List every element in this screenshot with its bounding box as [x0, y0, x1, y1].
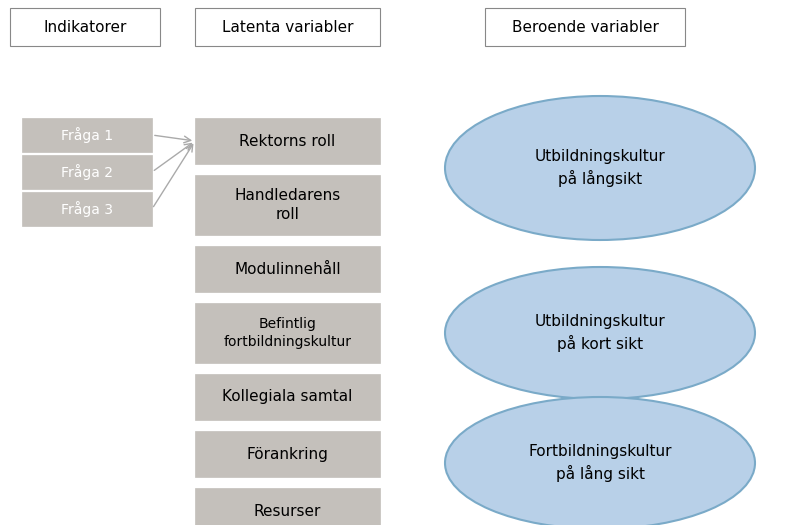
Text: Fortbildningskultur
på lång sikt: Fortbildningskultur på lång sikt	[528, 444, 672, 482]
Text: Kollegiala samtal: Kollegiala samtal	[223, 390, 353, 404]
Text: Förankring: Förankring	[246, 446, 328, 461]
FancyBboxPatch shape	[195, 175, 380, 235]
FancyBboxPatch shape	[195, 431, 380, 477]
Text: Befintlig
fortbildningskultur: Befintlig fortbildningskultur	[223, 317, 351, 349]
FancyBboxPatch shape	[195, 118, 380, 164]
Text: Handledarens
roll: Handledarens roll	[235, 188, 340, 222]
Text: Latenta variabler: Latenta variabler	[222, 19, 353, 35]
Ellipse shape	[445, 397, 755, 525]
Text: Utbildningskultur
på långsikt: Utbildningskultur på långsikt	[534, 149, 665, 187]
FancyBboxPatch shape	[195, 8, 380, 46]
FancyBboxPatch shape	[195, 303, 380, 363]
Text: Rektorns roll: Rektorns roll	[239, 133, 335, 149]
Text: Utbildningskultur
på kort sikt: Utbildningskultur på kort sikt	[534, 314, 665, 352]
Text: Indikatorer: Indikatorer	[43, 19, 126, 35]
FancyBboxPatch shape	[10, 8, 160, 46]
FancyBboxPatch shape	[22, 118, 152, 152]
FancyBboxPatch shape	[195, 374, 380, 420]
FancyBboxPatch shape	[485, 8, 685, 46]
Ellipse shape	[445, 96, 755, 240]
FancyBboxPatch shape	[22, 192, 152, 226]
Ellipse shape	[445, 267, 755, 399]
FancyBboxPatch shape	[195, 488, 380, 525]
Text: Modulinnehåll: Modulinnehåll	[235, 261, 341, 277]
Text: Fråga 3: Fråga 3	[61, 201, 113, 217]
Text: Fråga 1: Fråga 1	[61, 127, 113, 143]
Text: Resurser: Resurser	[254, 503, 321, 519]
FancyBboxPatch shape	[195, 246, 380, 292]
Text: Fråga 2: Fråga 2	[61, 164, 113, 180]
FancyBboxPatch shape	[22, 155, 152, 189]
Text: Beroende variabler: Beroende variabler	[511, 19, 658, 35]
